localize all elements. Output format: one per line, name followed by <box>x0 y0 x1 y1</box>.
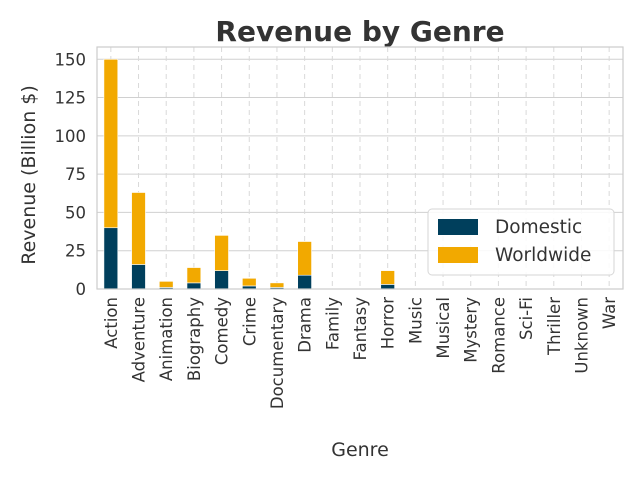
y-tick-label: 125 <box>55 89 87 108</box>
y-tick-label: 25 <box>65 242 86 261</box>
x-tick-label: Music <box>406 297 425 344</box>
bar-domestic-action <box>103 227 119 290</box>
x-tick-label: Animation <box>157 297 176 381</box>
x-tick-label: Comedy <box>213 297 232 365</box>
bar-worldwide-action <box>103 58 119 229</box>
x-tick-label: Romance <box>489 297 508 374</box>
bar-worldwide-drama <box>297 241 312 276</box>
bar-domestic-comedy <box>214 270 229 290</box>
x-tick-label: Horror <box>379 297 398 350</box>
plot-border <box>96 46 624 290</box>
x-tick-label: Documentary <box>268 297 287 409</box>
bar-worldwide-comedy <box>214 235 229 271</box>
x-tick-label: Musical <box>434 297 453 359</box>
x-tick-label: Mystery <box>462 297 481 363</box>
bar-domestic-biography <box>186 282 202 290</box>
y-tick-label: 150 <box>55 50 87 69</box>
bar-worldwide-documentary <box>269 282 285 288</box>
x-tick-label: Biography <box>185 297 204 381</box>
bar-worldwide-horror <box>380 270 395 285</box>
bar-domestic-horror <box>380 284 395 290</box>
y-tick-label: 100 <box>55 127 87 146</box>
legend: Domestic Worldwide <box>427 208 615 276</box>
x-axis-label: Genre <box>331 439 389 461</box>
legend-swatch-worldwide <box>438 247 478 263</box>
x-tick-label: Crime <box>240 297 259 346</box>
x-tick-label: Drama <box>296 297 315 353</box>
plot-frame <box>96 46 624 290</box>
bar-domestic-adventure <box>131 264 146 290</box>
x-tick-labels: Action Adventure Animation Biography Comedy C… <box>102 297 619 409</box>
bar-worldwide-animation <box>158 281 174 288</box>
y-tick-label: 75 <box>65 165 86 184</box>
y-tick-label: 0 <box>76 280 87 299</box>
legend-swatch-domestic <box>438 219 478 235</box>
x-tick-label: Family <box>323 297 342 350</box>
x-tick-label: War <box>600 297 619 329</box>
legend-label-worldwide: Worldwide <box>495 245 591 266</box>
y-axis-label: Revenue (Billion $) <box>18 85 40 265</box>
x-tick-label: Adventure <box>130 297 149 382</box>
x-tick-label: Fantasy <box>351 297 370 361</box>
chart-title: Revenue by Genre <box>215 15 504 48</box>
bar-worldwide-adventure <box>131 192 146 265</box>
legend-label-domestic: Domestic <box>495 217 582 238</box>
y-tick-label: 50 <box>65 203 86 222</box>
bar-domestic-drama <box>297 274 312 290</box>
x-tick-label: Sci-Fi <box>517 297 536 340</box>
bar-worldwide-biography <box>186 267 202 284</box>
x-tick-label: Unknown <box>572 297 591 374</box>
bar-worldwide-crime <box>242 277 257 287</box>
y-tick-labels: 0 25 50 75 100 125 150 <box>55 50 87 299</box>
x-tick-label: Thriller <box>545 297 564 356</box>
bars <box>103 58 395 290</box>
x-tick-label: Action <box>102 297 121 349</box>
